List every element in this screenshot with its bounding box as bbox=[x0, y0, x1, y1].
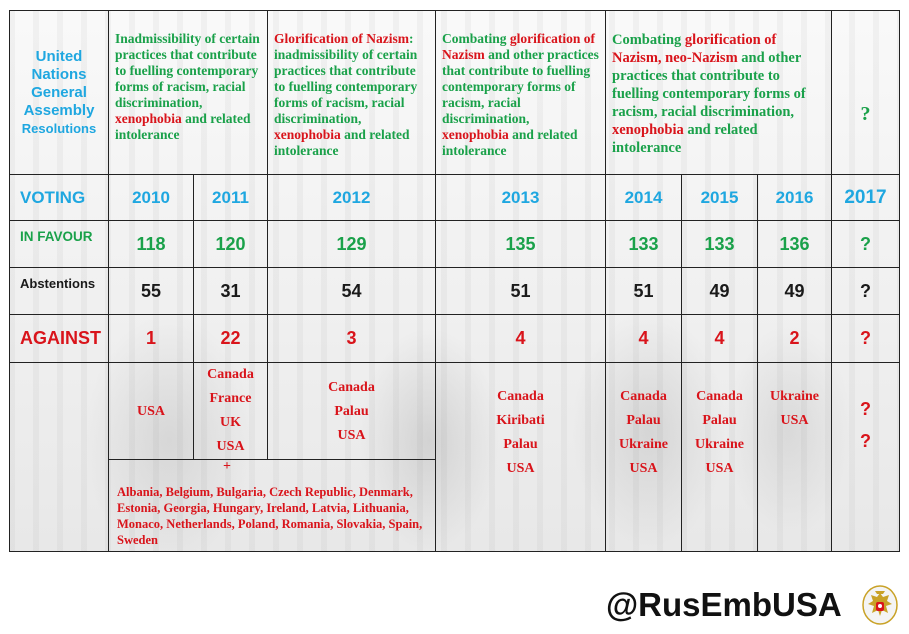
year-2014: 2014 bbox=[605, 174, 682, 221]
countries-label-empty bbox=[9, 362, 109, 552]
year-2015: 2015 bbox=[681, 174, 758, 221]
resolution-title-text: Combating glorification of Nazism, neo-N… bbox=[612, 31, 825, 157]
twitter-handle: @RusEmbUSA bbox=[606, 586, 842, 623]
against-label: AGAINST bbox=[9, 314, 109, 363]
against-2014: 4 bbox=[605, 314, 682, 363]
against-2010: 1 bbox=[108, 314, 194, 363]
against-2016: 2 bbox=[757, 314, 832, 363]
in-favour-2015: 133 bbox=[681, 220, 758, 268]
resolution-title-segment: and related intolerance bbox=[115, 111, 251, 142]
abstentions-2013: 51 bbox=[435, 267, 606, 315]
in-favour-2011: 120 bbox=[193, 220, 268, 268]
against-countries-2010: USA bbox=[108, 362, 194, 460]
in-favour-2013: 135 bbox=[435, 220, 606, 268]
resolution-title-segment: xenophobia bbox=[442, 127, 509, 142]
abstentions-2016: 49 bbox=[757, 267, 832, 315]
in-favour-label: IN FAVOUR bbox=[9, 220, 109, 268]
header-resolution-2014-2016: Combating glorification of Nazism, neo-N… bbox=[605, 10, 832, 175]
resolution-title-text: Combating glorification of Nazism and ot… bbox=[442, 31, 599, 159]
against-2012: 3 bbox=[267, 314, 436, 363]
header-resolution-2017: ? bbox=[831, 10, 900, 175]
in-favour-2012: 129 bbox=[267, 220, 436, 268]
against-2013: 4 bbox=[435, 314, 606, 363]
resolution-title-segment: Inadmissibility of certain practices tha… bbox=[115, 31, 260, 110]
russian-coat-of-arms-icon bbox=[862, 585, 898, 625]
header-un-resolutions: United Nations General Assembly Resoluti… bbox=[9, 10, 109, 175]
header-resolution-2010-2011: Inadmissibility of certain practices tha… bbox=[108, 10, 268, 175]
against-2017: ? bbox=[831, 314, 900, 363]
in-favour-2017: ? bbox=[831, 220, 900, 268]
in-favour-2016: 136 bbox=[757, 220, 832, 268]
resolution-title-text: Inadmissibility of certain practices tha… bbox=[115, 31, 261, 143]
header-resolution-2012: Glorification of Nazism: inadmissibility… bbox=[267, 10, 436, 175]
resolution-title-segment: xenophobia bbox=[274, 127, 341, 142]
resolution-title-segment: Glorification of Nazism bbox=[274, 31, 409, 46]
abstentions-2014: 51 bbox=[605, 267, 682, 315]
resolution-title-segment: : inadmissibility of certain practices t… bbox=[274, 31, 418, 126]
resolution-title-segment: glorification of Nazism, neo-Nazism bbox=[612, 32, 777, 66]
resolution-title-segment: Combating bbox=[442, 31, 510, 46]
abstentions-2015: 49 bbox=[681, 267, 758, 315]
year-2011: 2011 bbox=[193, 174, 268, 221]
year-2012: 2012 bbox=[267, 174, 436, 221]
abstentions-label: Abstentions bbox=[9, 267, 109, 315]
against-countries-2017: ? ? bbox=[831, 362, 900, 552]
against-countries-2013: Canada Kiribati Palau USA bbox=[435, 362, 606, 552]
resolution-title-segment: and related intolerance bbox=[612, 122, 758, 156]
against-countries-2014: Canada Palau Ukraine USA bbox=[605, 362, 682, 552]
against-countries-2011: Canada France UK USA bbox=[193, 362, 268, 460]
year-2016: 2016 bbox=[757, 174, 832, 221]
resolution-title-segment: and related intolerance bbox=[274, 127, 410, 158]
resolution-title-text: Glorification of Nazism: inadmissibility… bbox=[274, 31, 429, 159]
against-countries-2012: Canada Palau USA bbox=[267, 362, 436, 460]
against-eu-countries-list: Albania, Belgium, Bulgaria, Czech Republ… bbox=[108, 459, 436, 552]
plus-sign: + bbox=[223, 459, 231, 474]
against-countries-2016: Ukraine USA bbox=[757, 362, 832, 552]
in-favour-2014: 133 bbox=[605, 220, 682, 268]
resolution-title-segment: xenophobia bbox=[612, 122, 684, 138]
resolution-title-segment: and other practices that contribute to f… bbox=[612, 50, 806, 120]
against-2011: 22 bbox=[193, 314, 268, 363]
resolution-title-segment: and related intolerance bbox=[442, 127, 578, 158]
year-2013: 2013 bbox=[435, 174, 606, 221]
resolutions-table: United Nations General Assembly Resoluti… bbox=[9, 10, 900, 552]
against-2015: 4 bbox=[681, 314, 758, 363]
year-2017: 2017 bbox=[831, 174, 900, 221]
header-resolution-2013: Combating glorification of Nazism and ot… bbox=[435, 10, 606, 175]
year-2010: 2010 bbox=[108, 174, 194, 221]
resolution-title-segment: glorification of Nazism bbox=[442, 31, 595, 62]
voting-label: VOTING bbox=[9, 174, 109, 221]
abstentions-2010: 55 bbox=[108, 267, 194, 315]
resolution-title-segment: Combating bbox=[612, 32, 685, 48]
in-favour-2010: 118 bbox=[108, 220, 194, 268]
abstentions-2011: 31 bbox=[193, 267, 268, 315]
abstentions-2012: 54 bbox=[267, 267, 436, 315]
resolution-title-segment: xenophobia bbox=[115, 111, 182, 126]
resolution-title-segment: and other practices that contribute to f… bbox=[442, 47, 599, 126]
against-countries-2015: Canada Palau Ukraine USA bbox=[681, 362, 758, 552]
abstentions-2017: ? bbox=[831, 267, 900, 315]
